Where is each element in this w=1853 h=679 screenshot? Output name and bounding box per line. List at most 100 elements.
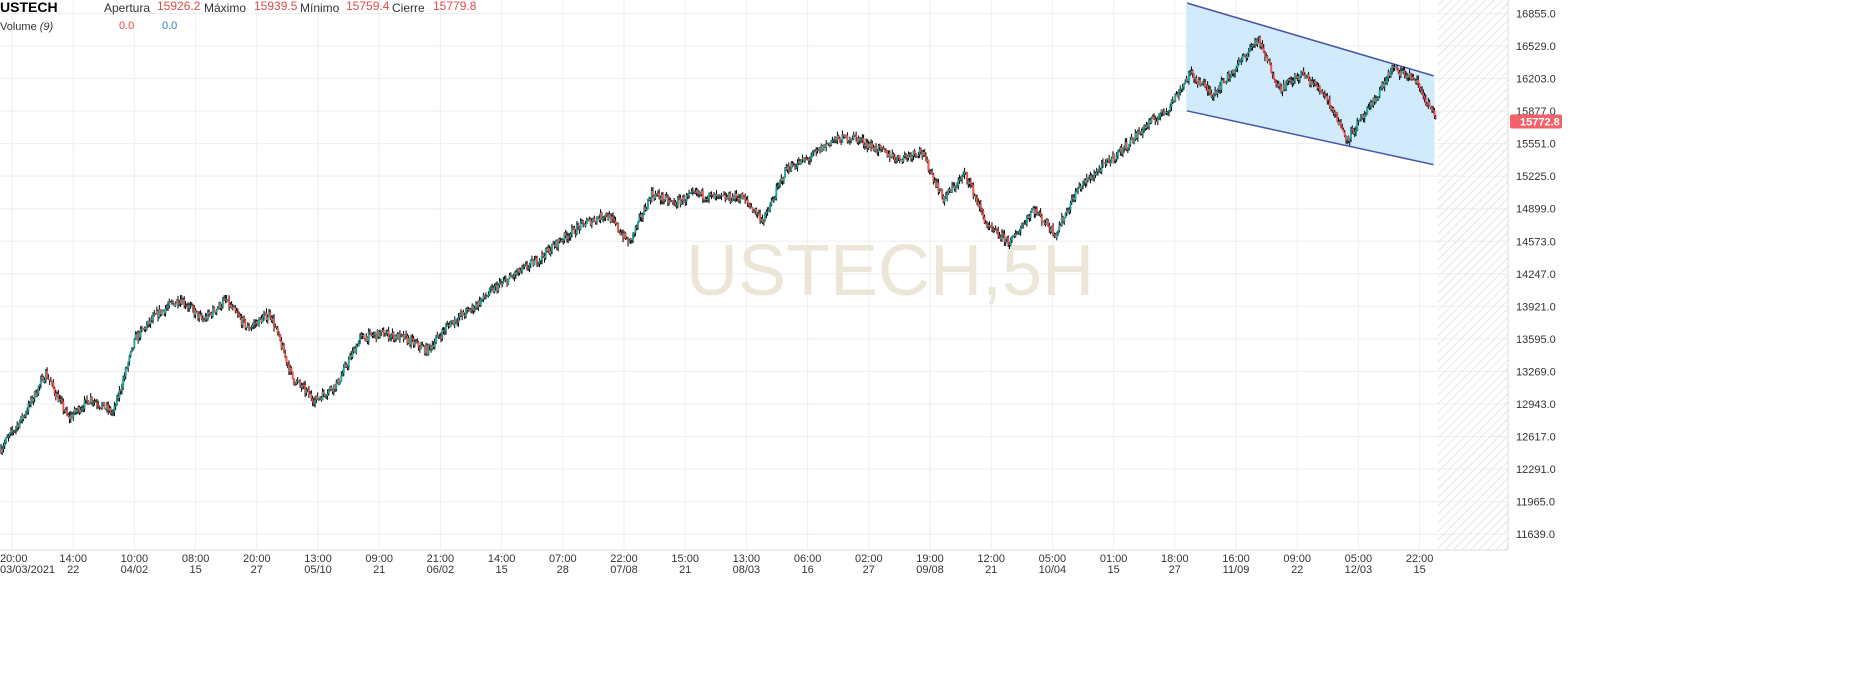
price-axis[interactable]: 16855.016529.016203.015877.015551.015225… <box>1507 0 1556 550</box>
candle-body <box>393 335 396 340</box>
candle-body <box>61 399 64 402</box>
candle-body <box>1320 90 1323 92</box>
symbol-name[interactable]: USTECH <box>0 0 58 15</box>
candle-body <box>281 345 284 349</box>
candle-body <box>880 146 883 149</box>
candle-body <box>1108 159 1111 162</box>
candle-body <box>534 257 537 261</box>
candle-body <box>172 302 175 304</box>
candle-body <box>0 448 2 453</box>
time-tick-label: 06:00 <box>794 553 822 565</box>
candle-body <box>766 211 769 213</box>
candle-body <box>987 225 990 227</box>
candle-body <box>315 395 318 400</box>
candle-body <box>705 199 708 201</box>
candle-body <box>543 256 546 259</box>
channel-upper-line[interactable] <box>1186 2 1434 77</box>
candle-body <box>1050 226 1053 232</box>
candle-body <box>112 411 115 413</box>
candle-body <box>1286 80 1289 84</box>
close-value: 15779.8 <box>433 0 477 13</box>
candle-body <box>1251 44 1254 47</box>
candle-body <box>226 299 229 302</box>
candle-body <box>977 202 980 208</box>
candle-body <box>492 287 495 292</box>
candle-body <box>1404 75 1407 78</box>
candle-body <box>1349 130 1352 139</box>
candle-body <box>1175 94 1178 96</box>
candle-body <box>1191 70 1194 74</box>
candle-body <box>599 212 602 221</box>
candle-body <box>830 141 833 145</box>
hatch-fill <box>1438 0 1508 550</box>
candle-body <box>451 320 454 323</box>
candle-body <box>877 145 880 153</box>
candle-body <box>1065 210 1068 213</box>
candle-body <box>721 195 724 197</box>
candle-body <box>675 205 678 207</box>
time-tick-label: 05:00 <box>1345 553 1373 565</box>
candle-body <box>688 193 691 196</box>
candle-body <box>1295 74 1298 78</box>
candle-body <box>100 404 103 408</box>
candle-body <box>307 389 310 395</box>
candle-body <box>1252 44 1255 46</box>
candle-body <box>726 196 729 199</box>
candle-body <box>370 332 373 335</box>
candle-body <box>413 341 416 345</box>
candle-body <box>296 380 299 382</box>
candle-body <box>714 194 717 199</box>
candle-body <box>557 239 560 248</box>
candle-body <box>1136 131 1139 139</box>
channel-lower-line[interactable] <box>1186 110 1434 166</box>
candle-body <box>1396 67 1399 69</box>
candle-body <box>443 330 446 332</box>
candle-body <box>285 356 288 363</box>
candle-body <box>873 146 876 151</box>
candle-body <box>1104 162 1107 165</box>
candle-body <box>994 229 997 231</box>
candle-body <box>1015 233 1018 235</box>
candle-body <box>1287 79 1290 81</box>
candle-body <box>133 338 136 348</box>
candle-body <box>727 193 730 199</box>
candle-body <box>825 143 828 148</box>
date-tick-label: 27 <box>251 564 263 576</box>
candle-body <box>1283 83 1286 90</box>
candle-body <box>132 347 135 349</box>
candle-body <box>1281 91 1284 93</box>
candle-body <box>715 194 718 197</box>
candle-body <box>66 409 69 415</box>
candle-body <box>234 307 237 311</box>
candle-body <box>936 182 939 187</box>
candle-body <box>1386 78 1389 83</box>
candle-body <box>1307 74 1310 79</box>
candle-body <box>1221 79 1224 81</box>
candle-body <box>1266 56 1269 62</box>
candle-body <box>1023 223 1026 225</box>
candle-body <box>378 332 381 337</box>
candle-body <box>1257 37 1260 39</box>
candle-body <box>299 381 302 386</box>
candle-body <box>1366 107 1369 115</box>
candle-body <box>49 380 52 383</box>
candle-body <box>1285 83 1288 90</box>
candle-body <box>1209 89 1212 94</box>
candle-body <box>300 385 303 388</box>
candle-body <box>366 336 369 342</box>
candle-body <box>1347 136 1350 142</box>
candle-body <box>229 304 232 307</box>
candle-body <box>385 333 388 336</box>
time-axis[interactable]: 20:0003/03/202114:002210:0004/0208:00152… <box>0 549 1508 576</box>
candle-body <box>159 309 162 315</box>
candle-body <box>1020 225 1023 228</box>
candle-body <box>1302 71 1305 75</box>
candle-body <box>1054 234 1057 238</box>
candle-body <box>152 315 155 321</box>
candle-body <box>1280 86 1283 93</box>
price-tick-label: 12291.0 <box>1516 464 1556 476</box>
candle-body <box>165 307 168 309</box>
candle-body <box>1039 212 1042 216</box>
candle-body <box>810 156 813 159</box>
